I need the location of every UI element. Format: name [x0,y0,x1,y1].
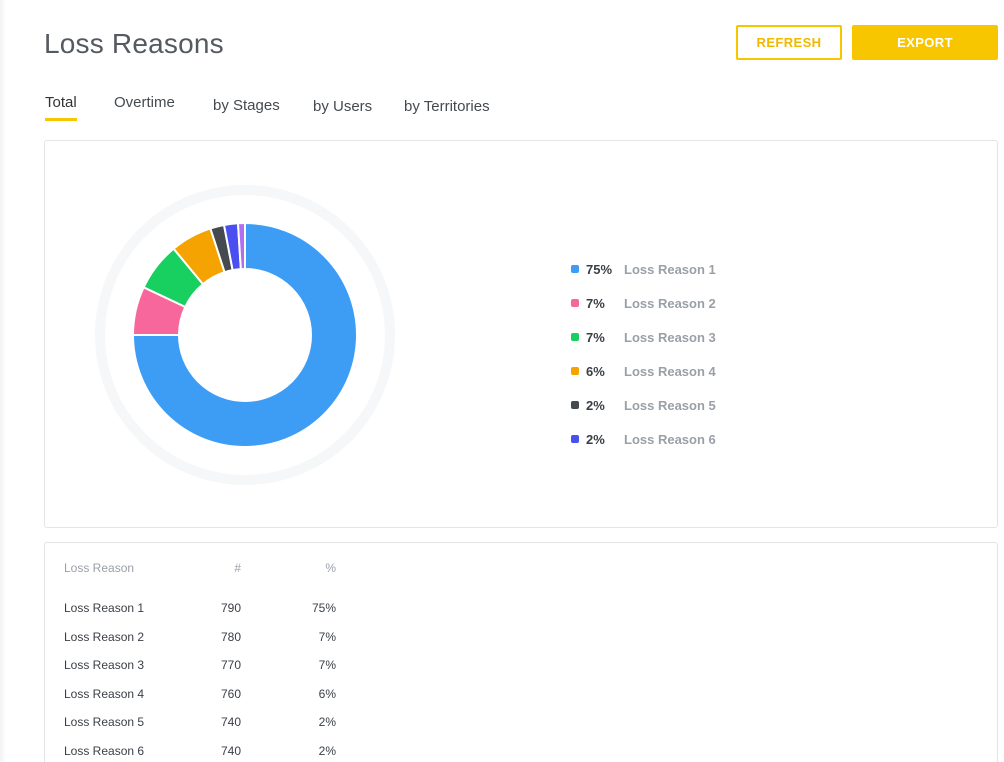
loss-reasons-table: Loss Reason # % Loss Reason 1 790 75% Lo… [44,542,998,762]
legend-percent: 2% [586,397,605,413]
table-row: Loss Reason 3 770 7% [64,658,344,678]
table-header-row: Loss Reason # % [64,561,344,581]
cell-percent: 7% [318,630,336,644]
table-row: Loss Reason 6 740 2% [64,744,344,762]
donut-slice-1[interactable] [131,221,358,448]
left-edge-shade [0,0,6,762]
legend-label: Loss Reason 4 [624,363,716,379]
table-row: Loss Reason 2 780 7% [64,630,344,650]
cell-loss-reason: Loss Reason 5 [64,715,145,729]
legend-percent: 7% [586,329,605,345]
legend-item: 7% Loss Reason 3 [571,327,716,347]
legend-percent: 75% [586,261,613,277]
legend-percent: 2% [586,431,605,447]
donut-slice-7[interactable] [236,221,246,271]
cell-percent: 2% [318,715,336,729]
legend-swatch [571,265,579,273]
cell-percent: 7% [318,658,336,672]
cell-count: 790 [220,601,241,615]
donut-halo [95,185,395,485]
refresh-button[interactable]: REFRESH [736,25,842,60]
cell-count: 740 [220,744,241,758]
legend-percent: 7% [586,295,605,311]
tab-overtime[interactable]: Overtime [114,94,175,111]
export-button[interactable]: EXPORT [852,25,998,60]
cell-loss-reason: Loss Reason 6 [64,744,145,758]
legend-swatch [571,367,579,375]
legend-label: Loss Reason 5 [624,397,716,413]
cell-loss-reason: Loss Reason 3 [64,658,145,672]
cell-count: 770 [220,658,241,672]
cell-count: 780 [220,630,241,644]
legend-swatch [571,299,579,307]
tab-by-stages[interactable]: by Stages [213,97,280,114]
column-header-percent: % [325,561,336,575]
cell-count: 740 [220,715,241,729]
column-header-count: # [234,561,241,575]
legend-label: Loss Reason 6 [624,431,716,447]
cell-loss-reason: Loss Reason 4 [64,687,145,701]
column-header-loss-reason: Loss Reason [64,561,135,575]
cell-percent: 75% [311,601,336,615]
table-row: Loss Reason 4 760 6% [64,687,344,707]
donut-chart [95,185,395,485]
tab-by-users[interactable]: by Users [313,98,373,115]
page-title: Loss Reasons [44,28,224,59]
legend-item: 2% Loss Reason 5 [571,395,716,415]
cell-loss-reason: Loss Reason 1 [64,601,145,615]
legend-item: 6% Loss Reason 4 [571,361,716,381]
cell-loss-reason: Loss Reason 2 [64,630,145,644]
legend-label: Loss Reason 3 [624,329,716,345]
legend-swatch [571,333,579,341]
legend-swatch [571,435,579,443]
legend-swatch [571,401,579,409]
table-row: Loss Reason 1 790 75% [64,601,344,621]
tab-total[interactable]: Total [45,94,77,121]
chart-card: 75% Loss Reason 1 7% Loss Reason 2 7% Lo… [44,140,998,528]
tab-by-territories[interactable]: by Territories [404,98,490,115]
legend-item: 7% Loss Reason 2 [571,293,716,313]
cell-percent: 6% [318,687,336,701]
legend-percent: 6% [586,363,605,379]
legend-item: 75% Loss Reason 1 [571,259,716,279]
legend-label: Loss Reason 2 [624,295,716,311]
legend-label: Loss Reason 1 [624,261,716,277]
legend-item: 2% Loss Reason 6 [571,429,716,449]
cell-count: 760 [220,687,241,701]
cell-percent: 2% [318,744,336,758]
table-row: Loss Reason 5 740 2% [64,715,344,735]
